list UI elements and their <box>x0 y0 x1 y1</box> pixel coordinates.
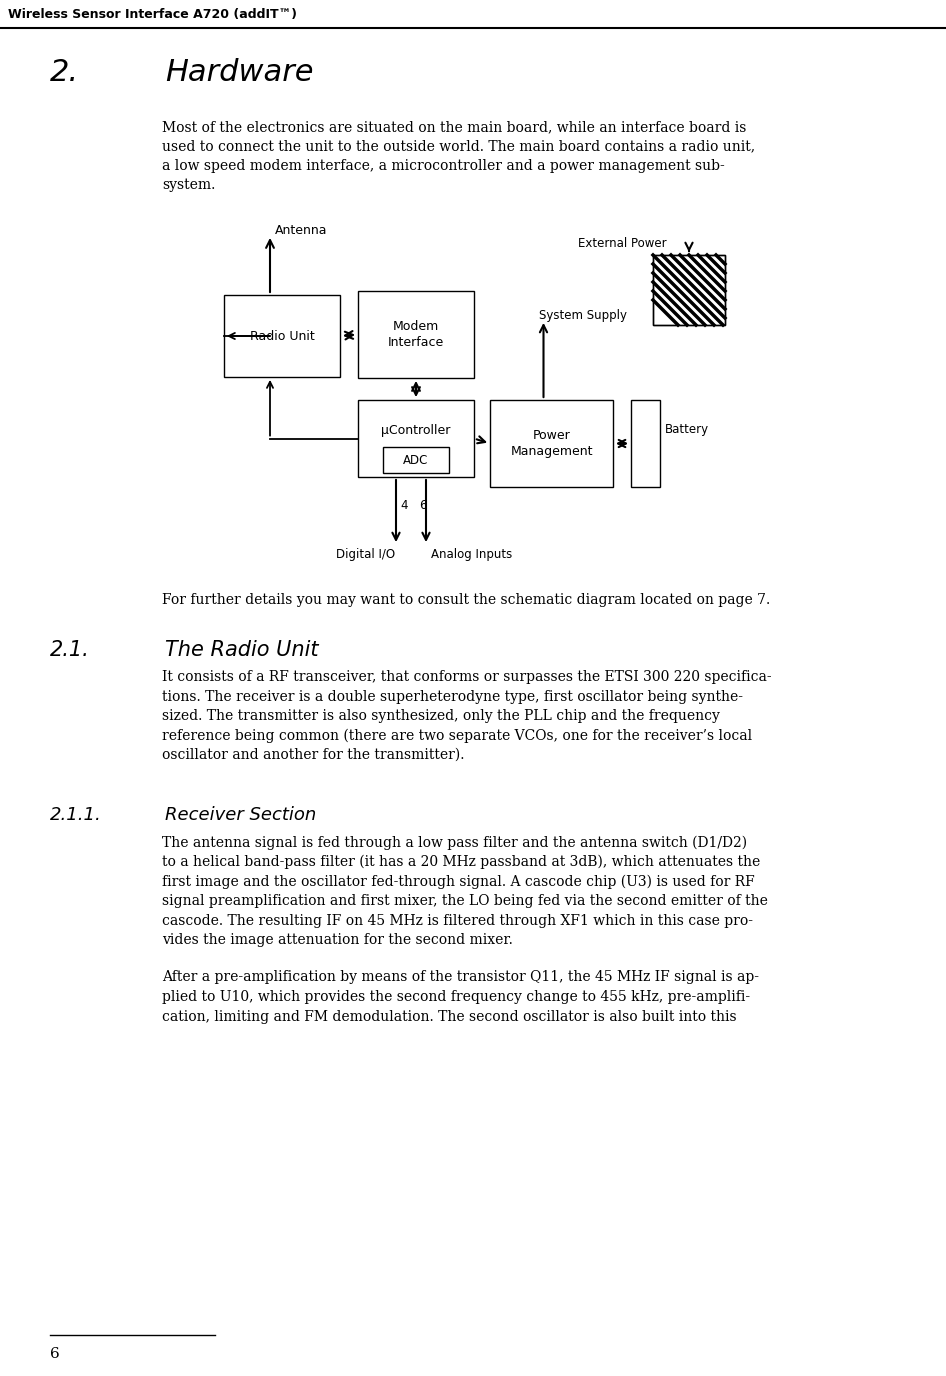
Text: It consists of a RF transceiver, that conforms or surpasses the ETSI 300 220 spe: It consists of a RF transceiver, that co… <box>162 670 772 684</box>
Text: plied to U10, which provides the second frequency change to 455 kHz, pre-amplifi: plied to U10, which provides the second … <box>162 989 750 1004</box>
Text: 2.1.: 2.1. <box>50 640 90 660</box>
Text: Analog Inputs: Analog Inputs <box>431 548 512 561</box>
Text: System Supply: System Supply <box>538 310 626 322</box>
Text: oscillator and another for the transmitter).: oscillator and another for the transmitt… <box>162 749 464 762</box>
Text: 2.1.1.: 2.1.1. <box>50 805 102 823</box>
Text: After a pre-amplification by means of the transistor Q11, the 45 MHz IF signal i: After a pre-amplification by means of th… <box>162 970 759 984</box>
Text: External Power: External Power <box>578 237 667 250</box>
Text: The antenna signal is fed through a low pass filter and the antenna switch (D1/D: The antenna signal is fed through a low … <box>162 835 747 850</box>
Text: cascode. The resulting IF on 45 MHz is filtered through XF1 which in this case p: cascode. The resulting IF on 45 MHz is f… <box>162 914 753 927</box>
Text: first image and the oscillator fed-through signal. A cascode chip (U3) is used f: first image and the oscillator fed-throu… <box>162 875 755 889</box>
Text: μController: μController <box>381 424 450 438</box>
Text: Wireless Sensor Interface A720 (addIT™): Wireless Sensor Interface A720 (addIT™) <box>8 8 297 21</box>
Text: 4: 4 <box>400 499 408 512</box>
Text: 2.: 2. <box>50 58 79 87</box>
Bar <box>383 447 449 473</box>
Text: used to connect the unit to the outside world. The main board contains a radio u: used to connect the unit to the outside … <box>162 139 755 154</box>
Text: Radio Unit: Radio Unit <box>250 329 314 343</box>
Text: tions. The receiver is a double superheterodyne type, first oscillator being syn: tions. The receiver is a double superhet… <box>162 689 743 703</box>
Bar <box>358 400 474 477</box>
Text: 6: 6 <box>50 1347 60 1361</box>
Text: to a helical band-pass filter (it has a 20 MHz passband at 3dB), which attenuate: to a helical band-pass filter (it has a … <box>162 854 761 870</box>
Text: a low speed modem interface, a microcontroller and a power management sub-: a low speed modem interface, a microcont… <box>162 160 725 173</box>
Text: Receiver Section: Receiver Section <box>165 805 316 823</box>
Text: Modem
Interface: Modem Interface <box>388 321 444 350</box>
Text: For further details you may want to consult the schematic diagram located on pag: For further details you may want to cons… <box>162 593 770 607</box>
Bar <box>224 294 340 377</box>
Text: Most of the electronics are situated on the main board, while an interface board: Most of the electronics are situated on … <box>162 120 746 133</box>
Bar <box>653 255 725 325</box>
Text: Hardware: Hardware <box>165 58 313 87</box>
Text: Antenna: Antenna <box>275 224 327 237</box>
Bar <box>631 400 660 487</box>
Text: Battery: Battery <box>665 424 710 436</box>
Text: ADC: ADC <box>403 454 429 466</box>
Text: system.: system. <box>162 179 216 193</box>
Text: vides the image attenuation for the second mixer.: vides the image attenuation for the seco… <box>162 933 513 947</box>
Bar <box>358 290 474 378</box>
Text: reference being common (there are two separate VCOs, one for the receiver’s loca: reference being common (there are two se… <box>162 728 752 743</box>
Text: cation, limiting and FM demodulation. The second oscillator is also built into t: cation, limiting and FM demodulation. Th… <box>162 1010 737 1024</box>
Bar <box>653 255 725 325</box>
Text: Power
Management: Power Management <box>510 429 593 458</box>
Text: sized. The transmitter is also synthesized, only the PLL chip and the frequency: sized. The transmitter is also synthesiz… <box>162 709 720 722</box>
Text: The Radio Unit: The Radio Unit <box>165 640 319 660</box>
Text: 6: 6 <box>419 499 427 512</box>
Text: Digital I/O: Digital I/O <box>336 548 395 561</box>
Text: signal preamplification and first mixer, the LO being fed via the second emitter: signal preamplification and first mixer,… <box>162 894 768 908</box>
Bar <box>490 400 613 487</box>
